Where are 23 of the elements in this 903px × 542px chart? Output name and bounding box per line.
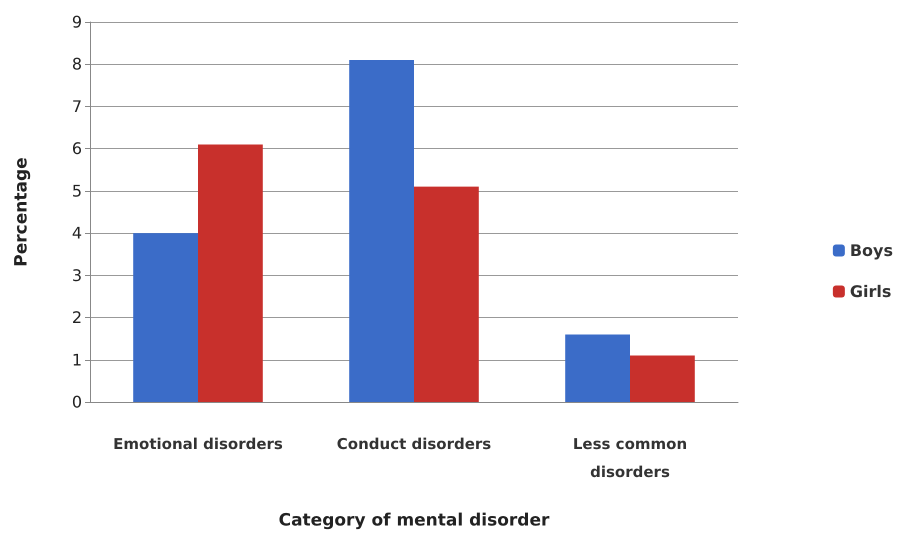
y-tick-label: 1 <box>72 350 82 370</box>
y-tick-label: 0 <box>72 392 82 412</box>
bar <box>565 334 630 402</box>
y-tick-label: 6 <box>72 139 82 158</box>
x-tick-label: Conduct disorders <box>336 435 492 453</box>
y-tick-label: 7 <box>72 96 82 116</box>
x-tick-label: Less common disorders <box>572 435 688 481</box>
y-tick-label: 9 <box>72 12 82 32</box>
y-tick-label: 8 <box>72 54 82 74</box>
x-axis-title: Category of mental disorder <box>278 510 550 530</box>
legend-label: Boys <box>850 241 893 260</box>
bar <box>414 186 479 402</box>
y-axis-title: Percentage <box>12 157 32 267</box>
y-tick-label: 5 <box>72 181 82 200</box>
bar <box>349 60 414 402</box>
bar <box>133 233 198 402</box>
y-tick-label: 4 <box>72 224 82 243</box>
bar <box>630 356 695 402</box>
x-tick-label: Emotional disorders <box>113 435 283 453</box>
bar <box>198 144 263 402</box>
legend-label: Girls <box>850 282 892 301</box>
y-tick-label: 3 <box>72 266 82 285</box>
y-tick-label: 2 <box>72 308 82 328</box>
